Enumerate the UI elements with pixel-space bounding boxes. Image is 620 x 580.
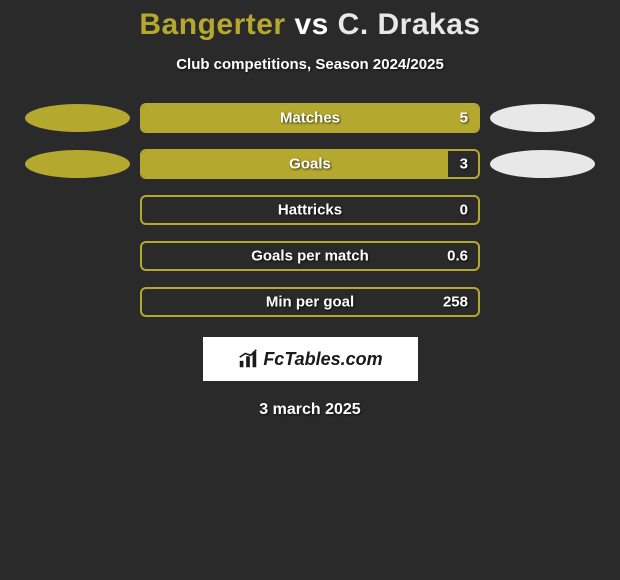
bar-border: Hattricks 0 xyxy=(140,195,480,225)
subtitle: Club competitions, Season 2024/2025 xyxy=(0,56,620,73)
bar-chart-icon xyxy=(237,348,259,370)
bar-border: Goals 3 xyxy=(140,149,480,179)
bar-border: Min per goal 258 xyxy=(140,287,480,317)
bar-border: Goals per match 0.6 xyxy=(140,241,480,271)
stat-row: Matches 5 xyxy=(0,103,620,133)
page-title: Bangerter vs C. Drakas xyxy=(0,8,620,42)
logo-box: FcTables.com xyxy=(203,337,418,381)
stat-label: Goals per match xyxy=(251,248,369,265)
bar-border: Matches 5 xyxy=(140,103,480,133)
vs-text: vs xyxy=(294,8,328,41)
stat-bar: Min per goal 258 xyxy=(140,287,480,317)
stat-row: Min per goal 258 xyxy=(0,287,620,317)
stat-row: Hattricks 0 xyxy=(0,195,620,225)
comparison-infographic: Bangerter vs C. Drakas Club competitions… xyxy=(0,0,620,419)
stat-value: 258 xyxy=(443,294,468,311)
right-ellipse xyxy=(490,104,595,132)
stat-label: Matches xyxy=(280,110,340,127)
stat-bar: Matches 5 xyxy=(140,103,480,133)
stat-row: Goals 3 xyxy=(0,149,620,179)
logo-text: FcTables.com xyxy=(263,349,382,370)
stat-value: 0 xyxy=(460,202,468,219)
left-ellipse xyxy=(25,150,130,178)
stat-label: Goals xyxy=(289,156,331,173)
stat-value: 3 xyxy=(460,156,468,173)
stat-bar: Goals 3 xyxy=(140,149,480,179)
stat-bar: Hattricks 0 xyxy=(140,195,480,225)
stat-label: Min per goal xyxy=(266,294,354,311)
stat-bar: Goals per match 0.6 xyxy=(140,241,480,271)
stat-value: 5 xyxy=(460,110,468,127)
stat-value: 0.6 xyxy=(447,248,468,265)
stat-row: Goals per match 0.6 xyxy=(0,241,620,271)
player1-name: Bangerter xyxy=(139,8,285,41)
player2-name: C. Drakas xyxy=(338,8,481,41)
left-ellipse xyxy=(25,104,130,132)
date-text: 3 march 2025 xyxy=(0,401,620,419)
stats-rows: Matches 5 Goals 3 Hattricks 0 Goals per match 0… xyxy=(0,103,620,317)
right-ellipse xyxy=(490,150,595,178)
stat-label: Hattricks xyxy=(278,202,342,219)
